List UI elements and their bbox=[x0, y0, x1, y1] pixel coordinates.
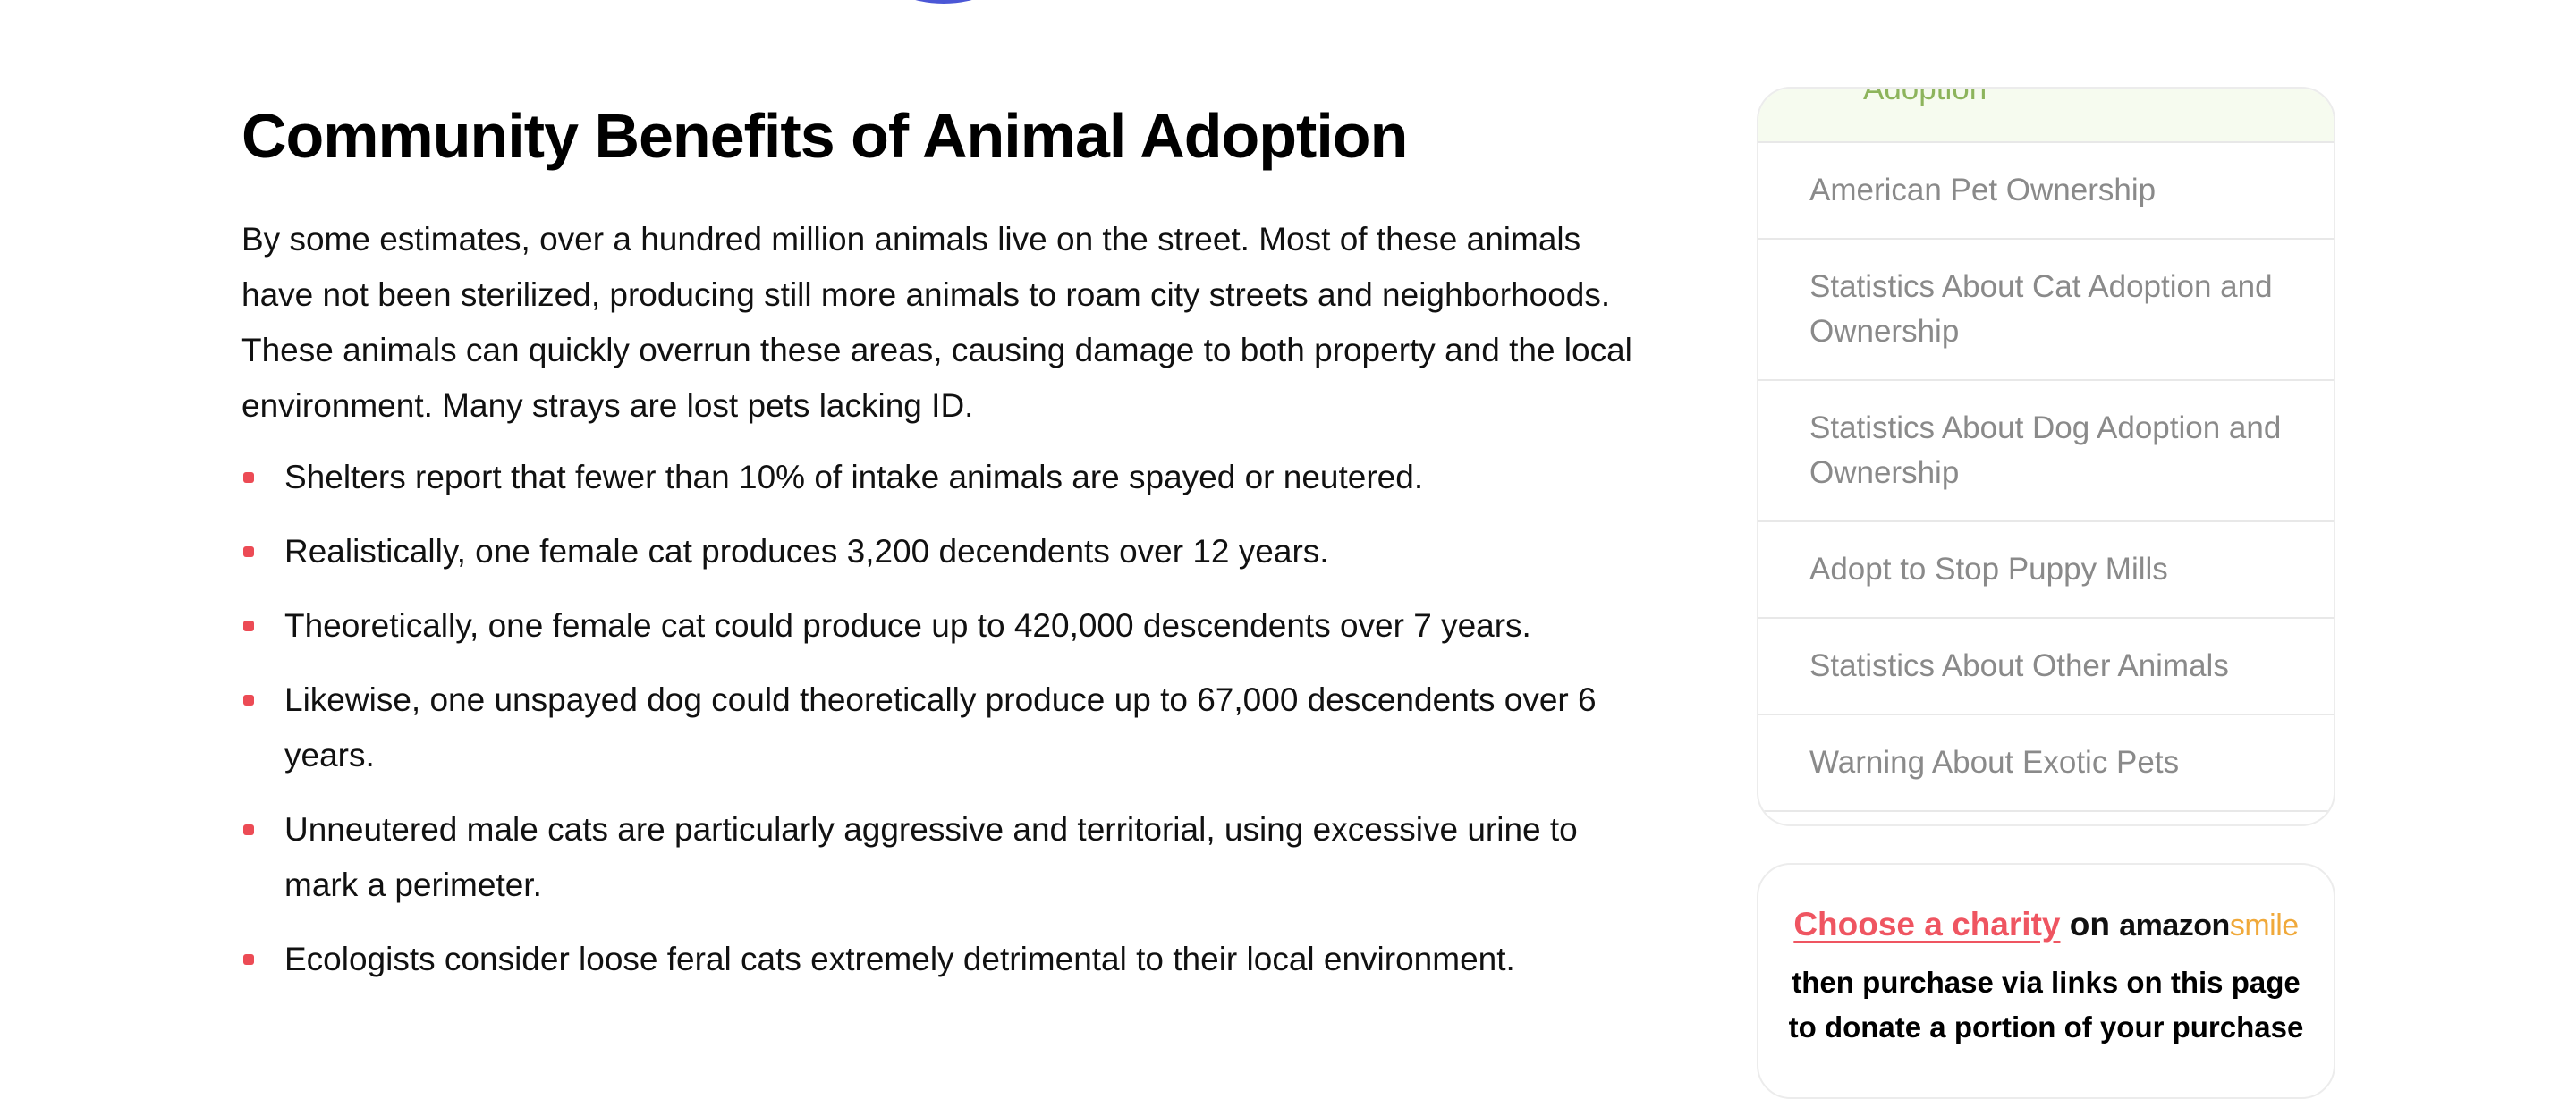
bullet-dot bbox=[243, 472, 254, 483]
bullet-dot bbox=[243, 546, 254, 557]
toc-item[interactable]: American Pet Ownership bbox=[1758, 143, 2334, 240]
toc-item[interactable]: Statistics About Cat Adoption and Owners… bbox=[1758, 240, 2334, 381]
bullet-dot bbox=[243, 954, 254, 965]
amazon-logo: amazonsmile bbox=[2119, 909, 2299, 943]
toc-item[interactable]: Statistics About Other Animals bbox=[1758, 619, 2334, 715]
decorative-circle bbox=[881, 0, 1006, 4]
table-of-contents: Adoption American Pet Ownership Statistic… bbox=[1757, 87, 2335, 826]
toc-active-item[interactable]: Adoption bbox=[1758, 89, 2334, 143]
charity-text: then purchase via links on this page to … bbox=[1788, 966, 2304, 1044]
bullet-text: Realistically, one female cat produces 3… bbox=[284, 533, 1329, 570]
bullet-text: Shelters report that fewer than 10% of i… bbox=[284, 459, 1424, 495]
logo-main: amazon bbox=[2119, 909, 2230, 943]
charity-box: Choose a charity on amazonsmile then pur… bbox=[1757, 863, 2335, 1099]
bullet-item: Unneutered male cats are particularly ag… bbox=[242, 802, 1637, 913]
bullet-list: Shelters report that fewer than 10% of i… bbox=[242, 450, 1637, 1006]
bullet-item: Likewise, one unspayed dog could theoret… bbox=[242, 672, 1637, 783]
toc-item[interactable]: Warning About Exotic Pets bbox=[1758, 715, 2334, 812]
bullet-item: Realistically, one female cat produces 3… bbox=[242, 524, 1637, 579]
page: Community Benefits of Animal Adoption By… bbox=[242, 0, 2335, 1099]
logo-accent: smile bbox=[2229, 909, 2299, 943]
toc-item[interactable]: Statistics About Dog Adoption and Owners… bbox=[1758, 381, 2334, 522]
bullet-text: Unneutered male cats are particularly ag… bbox=[284, 811, 1578, 903]
heading: Community Benefits of Animal Adoption bbox=[242, 101, 1408, 171]
toc-item[interactable]: Adopt to Stop Puppy Mills bbox=[1758, 522, 2334, 619]
bullet-dot bbox=[243, 824, 254, 835]
toc-active-label[interactable]: Adoption bbox=[1863, 89, 1987, 106]
bullet-text: Likewise, one unspayed dog could theoret… bbox=[284, 681, 1597, 774]
bullet-item: Shelters report that fewer than 10% of i… bbox=[242, 450, 1637, 505]
bullet-text: Ecologists consider loose feral cats ext… bbox=[284, 941, 1515, 977]
bullet-dot bbox=[243, 695, 254, 706]
paragraph: By some estimates, over a hundred millio… bbox=[242, 221, 1632, 424]
charity-on: on bbox=[2069, 906, 2110, 943]
bullet-item: Ecologists consider loose feral cats ext… bbox=[242, 932, 1637, 987]
bullet-item: Theoretically, one female cat could prod… bbox=[242, 598, 1637, 654]
charity-link[interactable]: Choose a charity bbox=[1793, 906, 2061, 943]
bullet-text: Theoretically, one female cat could prod… bbox=[284, 607, 1531, 644]
bullet-dot bbox=[243, 621, 254, 631]
charity-row: Choose a charity on amazonsmile bbox=[1758, 900, 2334, 950]
